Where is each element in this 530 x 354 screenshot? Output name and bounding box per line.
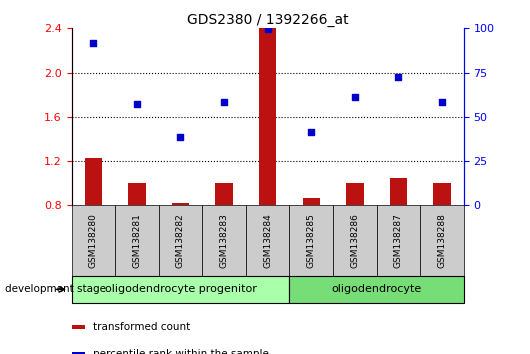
Point	[132, 101, 141, 107]
Bar	[158, 205, 202, 276]
Bar	[259, 28, 276, 294]
Bar	[433, 183, 450, 294]
Text: oligodendrocyte: oligodendrocyte	[331, 284, 422, 295]
Bar	[346, 183, 364, 294]
Bar	[333, 205, 377, 276]
Bar	[128, 183, 146, 294]
Bar	[246, 205, 289, 276]
Text: percentile rank within the sample: percentile rank within the sample	[93, 349, 269, 354]
Bar	[85, 158, 102, 294]
Bar	[72, 276, 289, 303]
Text: GSM138288: GSM138288	[437, 213, 446, 268]
Text: GSM138286: GSM138286	[350, 213, 359, 268]
Bar	[215, 183, 233, 294]
Text: GSM138287: GSM138287	[394, 213, 403, 268]
Text: GSM138280: GSM138280	[89, 213, 98, 268]
Title: GDS2380 / 1392266_at: GDS2380 / 1392266_at	[187, 13, 348, 27]
Text: development stage: development stage	[5, 284, 107, 295]
Text: GSM138282: GSM138282	[176, 213, 185, 268]
Bar	[72, 325, 85, 330]
Bar	[115, 205, 158, 276]
Bar	[172, 203, 189, 294]
Point	[89, 40, 98, 46]
Text: GSM138285: GSM138285	[307, 213, 316, 268]
Point	[307, 130, 315, 135]
Text: oligodendrocyte progenitor: oligodendrocyte progenitor	[104, 284, 257, 295]
Point	[394, 74, 403, 80]
Bar	[72, 353, 85, 354]
Bar	[377, 205, 420, 276]
Text: transformed count: transformed count	[93, 322, 190, 332]
Point	[176, 134, 185, 139]
Point	[350, 94, 359, 100]
Text: GSM138284: GSM138284	[263, 213, 272, 268]
Bar	[289, 276, 464, 303]
Point	[263, 27, 272, 32]
Point	[438, 99, 446, 105]
Text: GSM138283: GSM138283	[219, 213, 228, 268]
Bar	[72, 205, 115, 276]
Bar	[420, 205, 464, 276]
Bar	[289, 205, 333, 276]
Bar	[390, 178, 407, 294]
Bar	[303, 198, 320, 294]
Bar	[202, 205, 246, 276]
Point	[220, 99, 228, 105]
Text: GSM138281: GSM138281	[132, 213, 142, 268]
